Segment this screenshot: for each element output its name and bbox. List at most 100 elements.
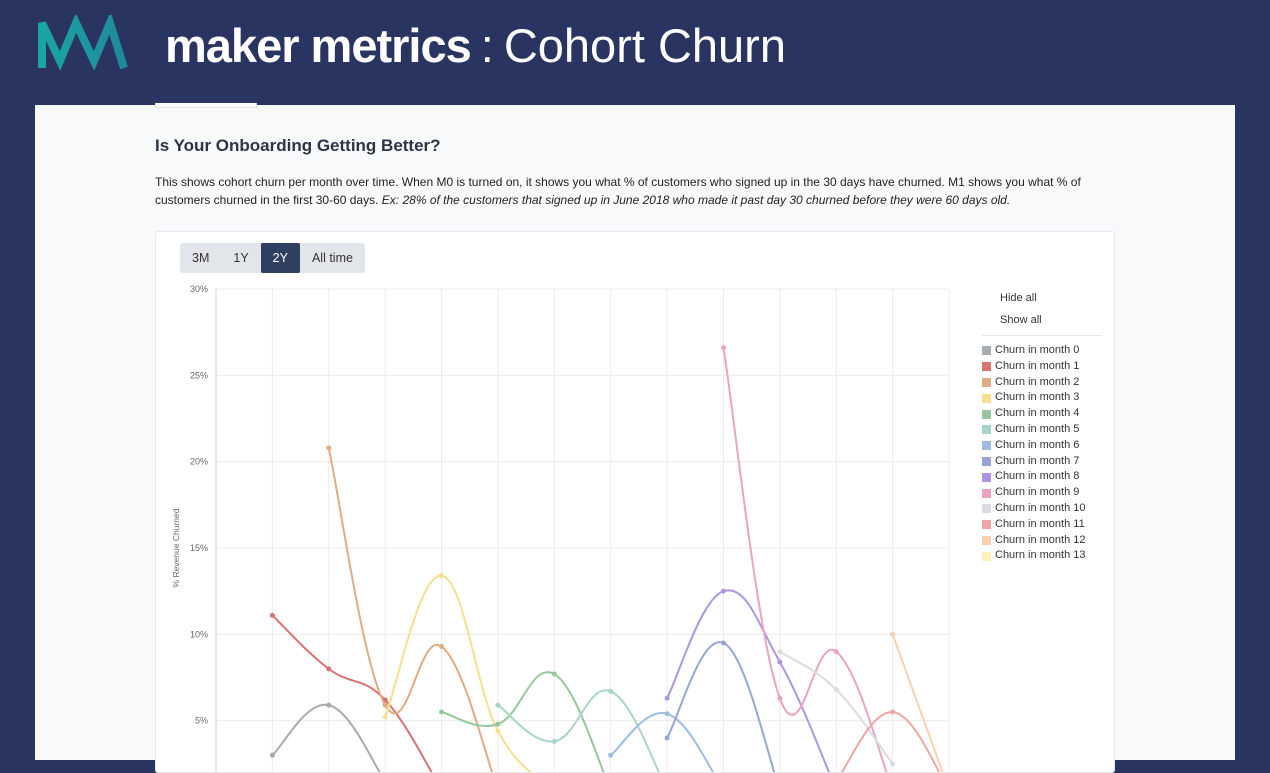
legend-item[interactable]: Churn in month 8 — [982, 469, 1102, 485]
range-button[interactable]: All time — [311, 251, 353, 265]
show-all[interactable]: Show all — [1000, 314, 1042, 326]
y-tick-label: 15% — [190, 543, 208, 553]
data-point — [551, 671, 557, 677]
legend-label: Churn in month 2 — [995, 375, 1080, 388]
legend-item[interactable]: Churn in month 7 — [982, 454, 1102, 470]
legend-label: Churn in month 3 — [995, 391, 1080, 404]
data-point — [326, 666, 332, 672]
legend-label: Churn in month 7 — [995, 454, 1080, 467]
legend-label: Churn in month 5 — [995, 422, 1080, 435]
legend-label: Churn in month 13 — [995, 549, 1086, 562]
legend-swatch — [982, 551, 991, 561]
legend-item[interactable]: Churn in month 6 — [982, 438, 1102, 454]
data-point — [777, 659, 783, 665]
data-point — [608, 688, 614, 694]
legend-label: Churn in month 1 — [995, 359, 1080, 372]
legend-label: Churn in month 11 — [995, 517, 1085, 530]
legend-swatch — [982, 488, 991, 498]
data-point — [777, 695, 783, 701]
legend-item[interactable]: Churn in month 11 — [982, 517, 1102, 533]
data-point — [664, 695, 670, 701]
data-point — [664, 711, 670, 717]
legend: Hide all Show all Churn in month 0 Churn … — [982, 287, 1102, 564]
data-point — [326, 702, 332, 708]
data-point — [551, 738, 557, 744]
legend-label: Churn in month 4 — [995, 407, 1080, 420]
data-point — [269, 752, 275, 758]
tab[interactable] — [155, 103, 257, 108]
series-line — [271, 614, 433, 772]
brand: maker metrics — [165, 19, 472, 72]
legend-item[interactable]: Churn in month 12 — [982, 533, 1102, 549]
content-panel: Is Your Onboarding Getting Better? This … — [35, 103, 1235, 773]
legend-swatch — [982, 472, 991, 482]
logo — [38, 15, 128, 71]
y-tick-label: 30% — [190, 284, 208, 294]
legend-swatch — [982, 377, 991, 387]
y-tick-label: 25% — [190, 370, 208, 380]
section-heading: Is Your Onboarding Getting Better? — [155, 136, 441, 155]
legend-swatch — [982, 409, 991, 419]
series-line — [441, 671, 605, 772]
y-axis-label: % Revenue Churned — [171, 508, 181, 587]
data-point — [495, 728, 501, 734]
legend-divider — [982, 335, 1102, 336]
series-line — [722, 347, 888, 772]
data-point — [439, 643, 445, 649]
data-point — [833, 649, 839, 655]
data-point — [439, 709, 445, 715]
legend-item[interactable]: Churn in month 10 — [982, 501, 1102, 517]
legend-item[interactable]: Churn in month 1 — [982, 359, 1102, 375]
legend-item[interactable]: Churn in month 13 — [982, 548, 1102, 564]
legend-swatch — [982, 346, 991, 356]
page-title: maker metrics: Cohort Churn — [165, 18, 786, 73]
legend-label: Churn in month 8 — [995, 470, 1080, 483]
series-line — [497, 689, 660, 772]
legend-item[interactable]: Churn in month 2 — [982, 375, 1102, 391]
legend-item[interactable]: Churn in month 9 — [982, 485, 1102, 501]
data-point — [326, 445, 332, 451]
hide-all[interactable]: Hide all — [1000, 292, 1037, 304]
series-line — [327, 447, 493, 772]
data-point — [890, 631, 896, 637]
description: This shows cohort churn per month over t… — [155, 174, 1115, 209]
data-point — [664, 735, 670, 741]
series-line — [384, 574, 532, 772]
data-point — [890, 709, 896, 715]
page-name: Cohort Churn — [503, 19, 786, 72]
data-point — [382, 702, 388, 708]
data-point — [439, 573, 445, 579]
data-point — [608, 752, 614, 758]
chart-card: 3M 1Y 2Y All time 5% 10% 15% 20% 25% 30% % Revenu… — [155, 231, 1115, 773]
legend-swatch — [982, 520, 991, 530]
legend-item[interactable]: Churn in month 0 — [982, 343, 1102, 359]
description-example: Ex: 28% of the customers that signed up … — [381, 192, 1011, 207]
legend-item[interactable]: Churn in month 3 — [982, 390, 1102, 406]
header: maker metrics: Cohort Churn — [0, 0, 1270, 105]
legend-label: Churn in month 6 — [995, 438, 1080, 451]
legend-swatch — [982, 441, 991, 451]
range-button[interactable]: 3M — [192, 251, 210, 265]
range-button[interactable]: 2Y — [260, 243, 300, 273]
chart: 5% 10% 15% 20% 25% 30% % Revenue Churned — [171, 284, 950, 772]
range-button[interactable]: 1Y — [233, 251, 249, 265]
legend-swatch — [982, 393, 991, 403]
range-buttons: 3M 1Y 2Y All time — [180, 243, 365, 273]
data-point — [833, 687, 839, 693]
y-tick-label: 20% — [190, 457, 208, 467]
legend-swatch — [982, 456, 991, 466]
data-point — [495, 721, 501, 727]
legend-swatch — [982, 504, 991, 514]
data-point — [495, 702, 501, 708]
legend-item[interactable]: Churn in month 4 — [982, 406, 1102, 422]
data-point — [720, 345, 726, 351]
description-text: This shows cohort churn per month over t… — [155, 175, 1081, 207]
legend-item[interactable]: Churn in month 5 — [982, 422, 1102, 438]
data-point — [382, 714, 388, 720]
data-point — [777, 649, 783, 655]
legend-label: Churn in month 9 — [995, 486, 1080, 499]
data-point — [720, 588, 726, 594]
legend-label: Churn in month 10 — [995, 501, 1086, 514]
data-point — [720, 640, 726, 646]
